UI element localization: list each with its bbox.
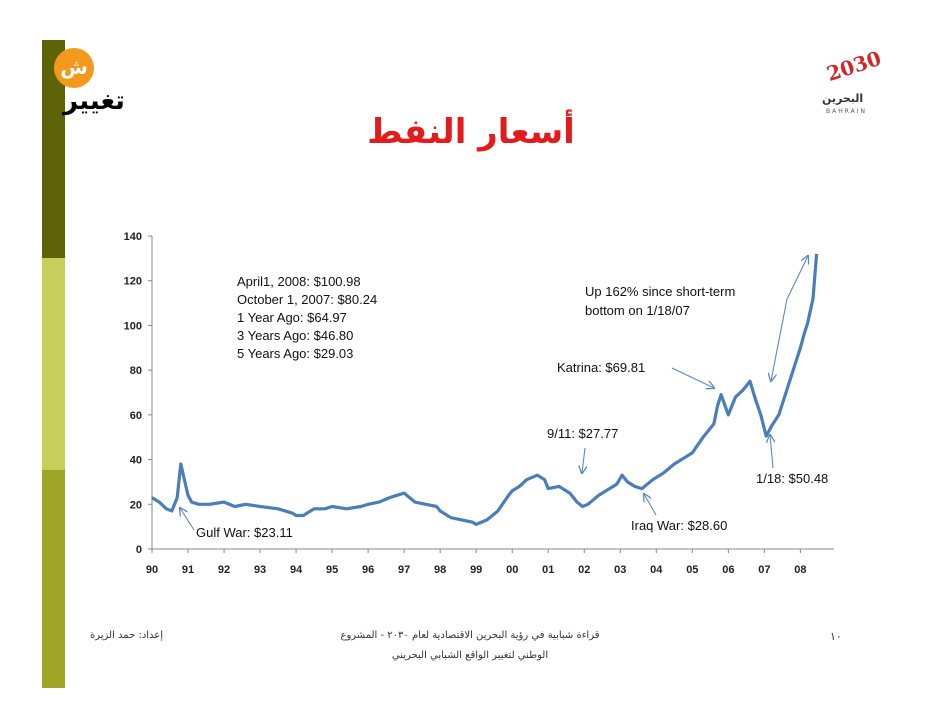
x-tick-label: 06 <box>722 564 734 576</box>
annotation-label: 5 Years Ago: $29.03 <box>237 346 353 361</box>
annotation-label: Iraq War: $28.60 <box>631 518 727 533</box>
logo-wordmark: تغيير <box>63 86 125 116</box>
x-tick-label: 05 <box>686 564 698 576</box>
y-tick-label: 20 <box>130 499 142 511</box>
chart-series <box>151 253 819 527</box>
footer-project-line2: الوطني لتغيير الواقع الشبابي البحريني <box>391 650 549 661</box>
x-tick-label: 00 <box>506 564 518 576</box>
logo-arabic: البحرين <box>822 92 864 105</box>
footer-project-line1: قراءة شبابية في رؤية البحرين الاقتصادية … <box>340 630 600 641</box>
x-tick-label: 91 <box>182 564 194 576</box>
taghyeer-logo: ش تغيير <box>44 44 144 120</box>
x-tick-label: 04 <box>650 564 663 576</box>
x-tick-label: 92 <box>218 564 230 576</box>
y-tick-label: 140 <box>124 231 142 243</box>
annotation-arrow <box>771 298 788 381</box>
slide-title: أسعار النفط <box>367 112 575 152</box>
bahrain-2030-logo: 2030 البحرين BAHRAIN <box>812 46 894 120</box>
x-tick-label: 08 <box>794 564 806 576</box>
annotation-label: April1, 2008: $100.98 <box>237 274 361 289</box>
annotation-arrow <box>770 435 773 469</box>
annotation-label: Up 162% since short-term <box>585 284 735 299</box>
annotation-label: Gulf War: $23.11 <box>196 525 293 540</box>
sidebar-segment-dark <box>42 40 65 258</box>
x-tick-label: 93 <box>254 564 266 576</box>
x-tick-label: 07 <box>758 564 770 576</box>
y-tick-label: 120 <box>124 276 142 288</box>
y-tick-label: 0 <box>136 544 142 556</box>
x-tick-label: 02 <box>578 564 590 576</box>
price-line <box>151 253 819 527</box>
y-tick-label: 80 <box>130 365 142 377</box>
y-tick-label: 100 <box>124 320 142 332</box>
sidebar-segment-olive <box>42 470 65 688</box>
x-tick-label: 95 <box>326 564 338 576</box>
annotation-arrow <box>644 494 657 516</box>
annotation-arrow <box>786 256 808 300</box>
x-tick-label: 98 <box>434 564 446 576</box>
logo-badge: ش <box>54 48 94 88</box>
annotation-label: 1 Year Ago: $64.97 <box>237 310 347 325</box>
sidebar-strip <box>42 40 65 688</box>
x-tick-label: 96 <box>362 564 374 576</box>
footer-author: إعداد: حمد الزيرة <box>90 630 164 641</box>
x-tick-label: 97 <box>398 564 410 576</box>
y-tick-label: 60 <box>130 410 142 422</box>
annotation-arrow <box>582 447 585 473</box>
logo-english: BAHRAIN <box>826 108 868 115</box>
annotation-arrow <box>671 367 714 388</box>
x-tick-label: 03 <box>614 564 626 576</box>
annotation-label: 3 Years Ago: $46.80 <box>237 328 353 343</box>
annotation-label: 9/11: $27.77 <box>547 426 618 441</box>
x-tick-label: 94 <box>290 564 303 576</box>
y-tick-label: 40 <box>130 455 142 467</box>
annotation-label: 1/18: $50.48 <box>756 471 828 486</box>
x-tick-label: 90 <box>146 564 158 576</box>
annotation-label: October 1, 2007: $80.24 <box>237 292 377 307</box>
annotation-arrows <box>180 256 808 531</box>
annotation-label: Katrina: $69.81 <box>557 360 645 375</box>
page-number: ١٠ <box>830 630 842 643</box>
x-tick-label: 01 <box>542 564 554 576</box>
annotation-arrow <box>180 508 195 531</box>
x-tick-label: 99 <box>470 564 482 576</box>
annotation-labels: April1, 2008: $100.98 October 1, 2007: $8… <box>196 274 828 540</box>
sidebar-segment-light <box>42 258 65 470</box>
annotation-label: bottom on 1/18/07 <box>585 303 690 318</box>
